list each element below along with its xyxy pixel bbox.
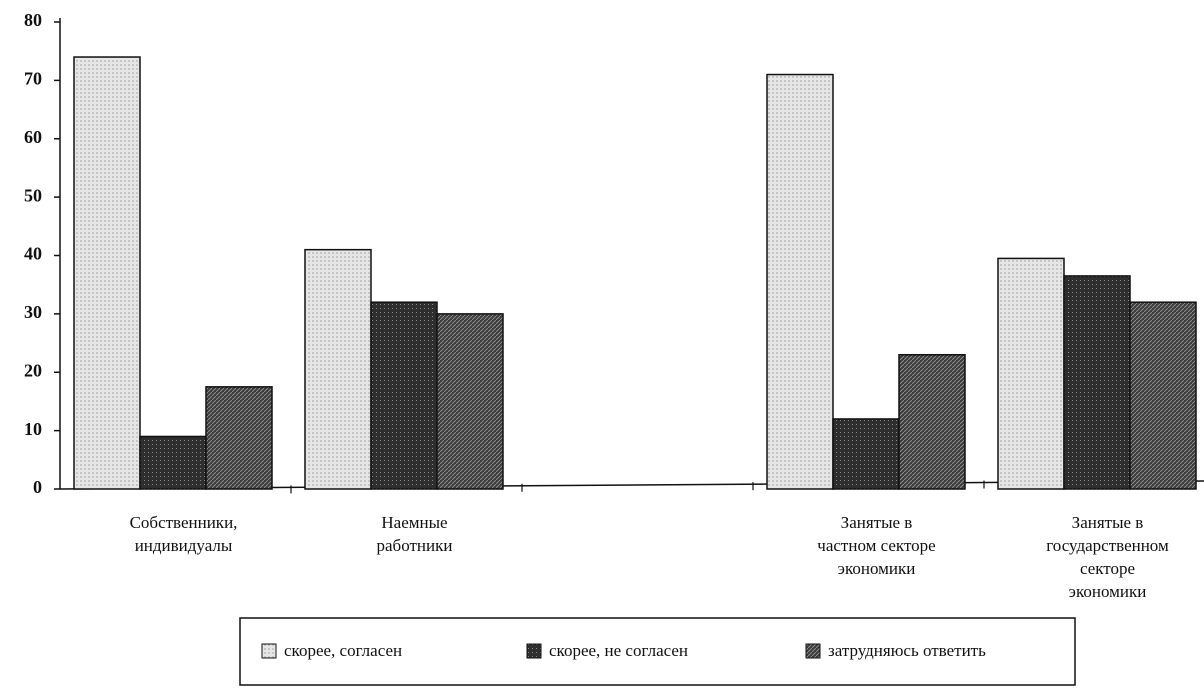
x-tick-label: Наемные работники <box>377 513 453 555</box>
x-tick-label: Занятые в государственном секторе экономики <box>1046 513 1169 601</box>
bar <box>205 386 273 490</box>
x-tick-label: Занятые в частном секторе экономики <box>817 513 935 578</box>
bar <box>436 313 504 490</box>
y-tick-label: 70 <box>24 69 42 89</box>
bar <box>997 257 1065 490</box>
bar <box>73 56 141 490</box>
legend-label: затрудняюсь ответить <box>828 641 986 660</box>
y-tick-label: 80 <box>24 10 42 30</box>
legend-swatch <box>526 643 542 659</box>
y-tick-label: 40 <box>24 244 42 264</box>
legend-label: скорее, не согласен <box>549 641 688 660</box>
y-tick-label: 20 <box>24 360 42 380</box>
bar <box>139 435 207 490</box>
bar <box>766 73 834 490</box>
y-tick-label: 10 <box>24 419 42 439</box>
y-tick-label: 60 <box>24 127 42 147</box>
bar <box>1129 301 1197 490</box>
bar <box>304 248 372 490</box>
legend-box <box>239 617 1076 686</box>
y-tick-label: 0 <box>33 477 42 497</box>
legend-swatch <box>261 643 277 659</box>
y-tick-label: 50 <box>24 185 42 205</box>
bar <box>1063 275 1131 490</box>
bar <box>898 353 966 490</box>
legend-swatch <box>805 643 821 659</box>
legend-label: скорее, согласен <box>284 641 402 660</box>
bar <box>370 301 438 490</box>
x-tick-label: Собственники, индивидуалы <box>130 513 238 555</box>
bar <box>832 418 900 490</box>
y-tick-label: 30 <box>24 302 42 322</box>
